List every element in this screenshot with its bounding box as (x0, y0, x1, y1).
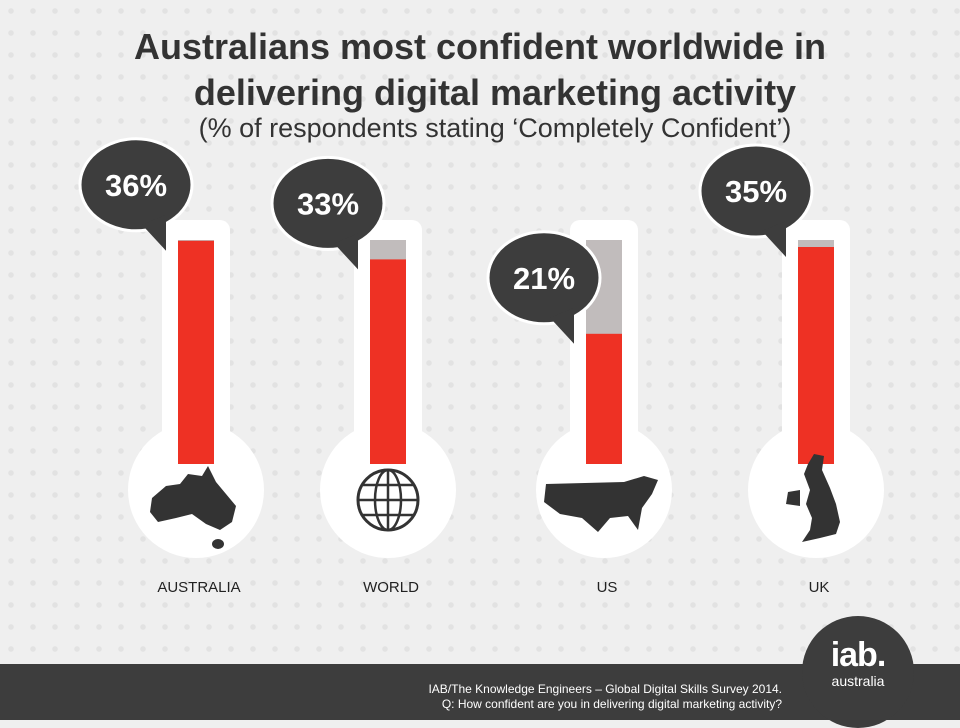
source-line-1: IAB/The Knowledge Engineers – Global Dig… (428, 682, 782, 696)
value-bubble-australia-shape (78, 137, 194, 233)
australia-shape (150, 466, 236, 530)
value-bubble-uk-tail (762, 221, 786, 257)
value-bubble-us-tail (550, 307, 574, 344)
thermometer-uk: 35% UK (698, 143, 884, 596)
logo-subtext: australia (831, 673, 885, 689)
title-line-2: delivering digital marketing activity (193, 72, 797, 113)
thermometer-australia: 36% AUSTRALIA (78, 137, 264, 596)
us-shape (544, 476, 658, 532)
value-bubble-us-shape (486, 230, 602, 326)
category-label-us: US (597, 579, 618, 596)
category-label-australia: AUSTRALIA (157, 579, 240, 596)
great-britain-shape (802, 454, 840, 542)
category-label-world: WORLD (363, 579, 419, 596)
iab-logo: iab. australia (802, 616, 914, 728)
bar-uk (798, 247, 834, 464)
title-line-1: Australians most confident worldwide in (133, 26, 827, 67)
chart-subtitle: (% of respondents stating ‘Completely Co… (198, 113, 792, 143)
thermometer-chart: 36% AUSTRALIA 33% WORLD 21% US 35% UK (78, 137, 884, 596)
value-bubble-world-label: 33% (297, 186, 359, 221)
thermometer-world: 33% WORLD (270, 155, 456, 596)
value-bubble-australia-tail (142, 214, 166, 251)
chart-title: Australians most confident worldwide in … (0, 24, 960, 116)
bar-us (586, 333, 622, 464)
footer-bar (0, 664, 960, 720)
northern-ireland-shape (786, 490, 800, 506)
tasmania-shape (212, 539, 224, 549)
category-label-uk: UK (809, 579, 830, 596)
value-bubble-australia-label: 36% (105, 168, 167, 203)
thermometer-us: 21% US (486, 220, 672, 596)
value-bubble-uk-label: 35% (725, 174, 787, 209)
logo-text: iab. (830, 636, 887, 674)
value-bubble-world-shape (270, 155, 386, 251)
bar-world (370, 259, 406, 464)
value-bubble-world-tail (334, 233, 358, 270)
source-note: IAB/The Knowledge Engineers – Global Dig… (428, 682, 782, 712)
value-bubble-us-label: 21% (513, 261, 575, 296)
value-bubble-uk-shape (698, 143, 814, 239)
source-line-2: Q: How confident are you in delivering d… (441, 697, 782, 711)
bar-australia (178, 240, 214, 464)
